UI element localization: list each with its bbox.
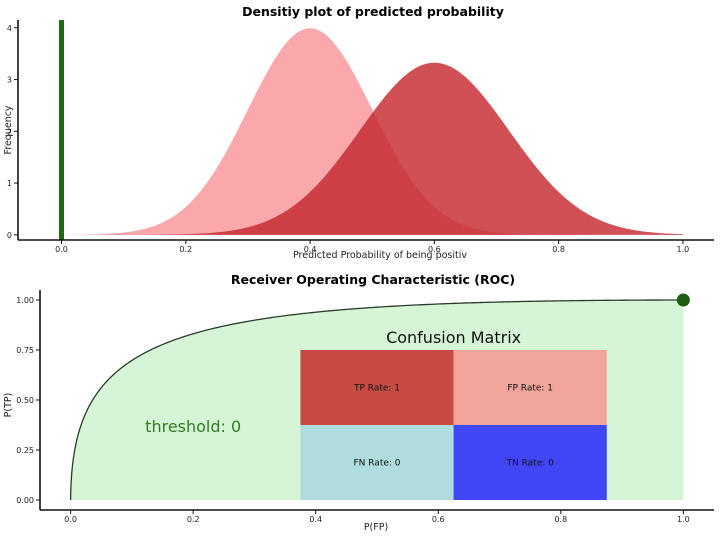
roc-x-tick-label: 0.4 — [309, 515, 322, 524]
density-y-tick-label: 3 — [7, 76, 12, 85]
roc-x-tick-label: 0.2 — [187, 515, 200, 524]
confusion-matrix-title: Confusion Matrix — [386, 328, 521, 347]
density-areas — [61, 28, 683, 235]
density-plot: Densitiy plot of predicted probability 0… — [3, 4, 714, 261]
density-y-tick-label: 0 — [7, 231, 12, 240]
roc-x-tick-label: 0.0 — [64, 515, 77, 524]
roc-y-tick-label: 0.75 — [16, 346, 34, 355]
roc-y-axis-label: P(TP) — [3, 393, 14, 418]
roc-y-tick-label: 0.25 — [16, 446, 34, 455]
density-x-tick-label: 0.6 — [428, 245, 441, 254]
roc-plot: Receiver Operating Characteristic (ROC) … — [3, 272, 714, 533]
roc-title: Receiver Operating Characteristic (ROC) — [231, 272, 515, 287]
density-title: Densitiy plot of predicted probability — [242, 4, 504, 19]
density-x-tick-label: 0.8 — [552, 245, 565, 254]
density-area-2 — [61, 62, 683, 235]
roc-y-tick-label: 0.00 — [16, 496, 34, 505]
cm-cell-fp — [453, 350, 607, 425]
density-y-tick-label: 2 — [7, 127, 12, 136]
cm-cell-fp-label: FP Rate: 1 — [507, 384, 553, 394]
cm-cell-tn — [453, 425, 607, 500]
density-y-axis-label: Frequency — [3, 105, 14, 154]
roc-x-tick-label: 0.6 — [432, 515, 445, 524]
roc-current-point — [676, 293, 690, 307]
density-y-ticks: 0 1 2 3 4 — [7, 24, 18, 240]
roc-x-axis-label: P(FP) — [364, 522, 388, 533]
confusion-matrix: TP Rate: 1 FP Rate: 1 FN Rate: 0 TN Rate: 0 — [300, 350, 607, 500]
density-x-tick-label: 0.4 — [304, 245, 317, 254]
density-y-tick-label: 4 — [7, 24, 12, 33]
cm-cell-fn — [300, 425, 454, 500]
roc-x-ticks: 0.0 0.2 0.4 0.6 0.8 1.0 — [64, 510, 690, 524]
cm-cell-fn-label: FN Rate: 0 — [353, 459, 400, 469]
cm-cell-tp-label: TP Rate: 1 — [353, 384, 400, 394]
density-x-tick-label: 1.0 — [677, 245, 690, 254]
threshold-label: threshold: 0 — [145, 417, 241, 436]
roc-y-tick-label: 0.50 — [16, 396, 34, 405]
cm-cell-tn-label: TN Rate: 0 — [506, 459, 555, 469]
density-x-tick-label: 0.2 — [179, 245, 192, 254]
density-x-ticks: 0.0 0.2 0.4 0.6 0.8 1.0 — [55, 240, 689, 254]
cm-cell-tp — [300, 350, 454, 425]
roc-y-ticks: 0.00 0.25 0.50 0.75 1.00 — [16, 296, 40, 505]
density-y-tick-label: 1 — [7, 179, 12, 188]
density-x-tick-label: 0.0 — [55, 245, 68, 254]
roc-x-tick-label: 0.8 — [554, 515, 567, 524]
roc-y-tick-label: 1.00 — [16, 296, 34, 305]
density-x-axis-label: Predicted Probability of being positiv — [293, 250, 467, 261]
roc-x-tick-label: 1.0 — [677, 515, 690, 524]
roc-curve — [69, 299, 684, 500]
